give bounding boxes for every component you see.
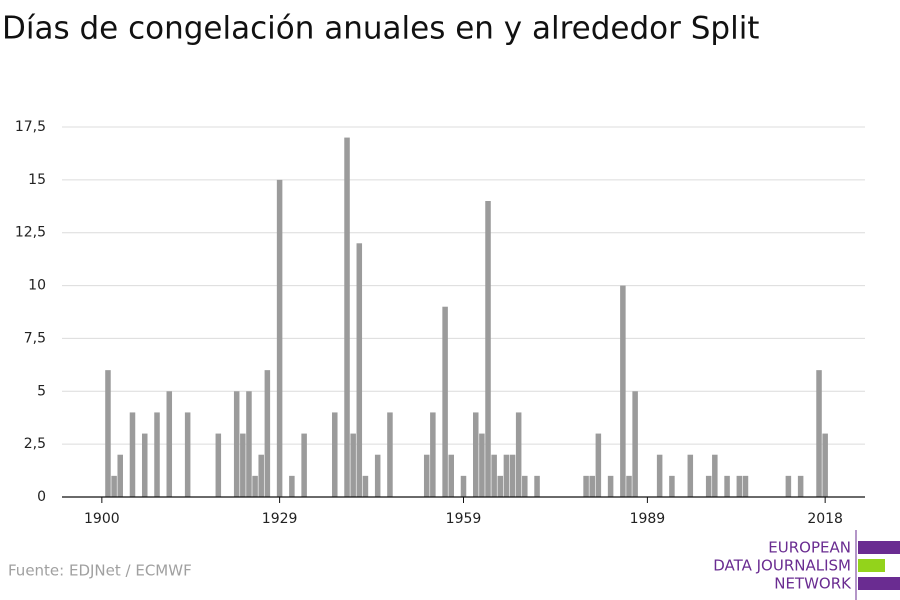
bar bbox=[583, 475, 589, 497]
chart-title: Días de congelación anuales en y alreded… bbox=[2, 11, 759, 47]
bar bbox=[632, 391, 638, 497]
bar bbox=[705, 475, 712, 497]
y-tick-label: 15 bbox=[28, 172, 46, 188]
y-tick-label: 5 bbox=[37, 383, 46, 399]
bar bbox=[362, 475, 369, 497]
logo-text: NETWORK bbox=[774, 575, 852, 593]
bar bbox=[154, 412, 160, 497]
bar bbox=[460, 475, 467, 497]
bar bbox=[387, 412, 393, 497]
bar bbox=[289, 475, 295, 497]
bar bbox=[111, 475, 117, 497]
bar bbox=[166, 391, 173, 497]
bar bbox=[215, 433, 222, 497]
x-tick-label: 1989 bbox=[630, 511, 666, 527]
bar bbox=[736, 475, 743, 497]
bar bbox=[184, 412, 191, 497]
bar bbox=[509, 454, 516, 497]
bar bbox=[423, 454, 430, 497]
y-tick-label: 2,5 bbox=[24, 436, 46, 452]
bar bbox=[712, 454, 718, 497]
bar bbox=[258, 454, 264, 497]
logo-bar bbox=[858, 559, 885, 572]
bar bbox=[669, 475, 675, 497]
bar bbox=[491, 454, 497, 497]
bar bbox=[479, 433, 485, 497]
bar bbox=[485, 201, 491, 497]
bar bbox=[797, 475, 804, 497]
y-tick-label: 7,5 bbox=[24, 330, 46, 346]
bar bbox=[105, 370, 111, 497]
x-tick-label: 1929 bbox=[262, 511, 298, 527]
bar bbox=[344, 137, 350, 498]
bar bbox=[430, 412, 436, 497]
x-tick-label: 2018 bbox=[807, 511, 843, 527]
bar bbox=[515, 412, 522, 497]
bar bbox=[252, 475, 258, 497]
bar bbox=[117, 454, 123, 497]
bar bbox=[497, 475, 504, 497]
bar bbox=[240, 433, 246, 497]
bar bbox=[687, 454, 694, 497]
bar bbox=[534, 475, 540, 497]
bar bbox=[246, 391, 252, 497]
logo-bar bbox=[858, 541, 900, 554]
bar bbox=[356, 243, 363, 497]
bar bbox=[626, 475, 632, 497]
bar bbox=[595, 433, 602, 497]
bar bbox=[589, 475, 595, 497]
bar bbox=[442, 306, 448, 497]
bar bbox=[233, 391, 240, 497]
bar bbox=[503, 454, 510, 497]
bar bbox=[742, 475, 749, 497]
bar bbox=[276, 179, 283, 497]
x-tick-label: 1900 bbox=[84, 511, 120, 527]
bar bbox=[448, 454, 454, 497]
bar bbox=[301, 433, 307, 497]
y-tick-label: 0 bbox=[37, 489, 46, 505]
x-tick-label: 1959 bbox=[446, 511, 482, 527]
bar bbox=[264, 370, 271, 497]
bar bbox=[141, 433, 148, 497]
bar bbox=[816, 370, 822, 497]
source: Fuente: EDJNet / ECMWF bbox=[8, 562, 192, 580]
y-tick-label: 10 bbox=[28, 278, 46, 294]
bar bbox=[785, 475, 792, 497]
bar bbox=[350, 433, 356, 497]
bar bbox=[374, 454, 381, 497]
bar bbox=[656, 454, 663, 497]
bar bbox=[620, 285, 626, 497]
bar bbox=[607, 475, 614, 497]
bar bbox=[724, 475, 730, 497]
logo-bar bbox=[858, 577, 900, 590]
y-tick-label: 17,5 bbox=[15, 119, 46, 135]
logo-text: EUROPEAN bbox=[768, 539, 851, 557]
bar bbox=[332, 412, 338, 497]
logo-text: DATA JOURNALISM bbox=[713, 557, 851, 575]
bar bbox=[822, 433, 828, 497]
y-tick-label: 12,5 bbox=[15, 225, 46, 241]
bar bbox=[129, 412, 136, 497]
bar bbox=[522, 475, 528, 497]
bar bbox=[473, 412, 479, 497]
